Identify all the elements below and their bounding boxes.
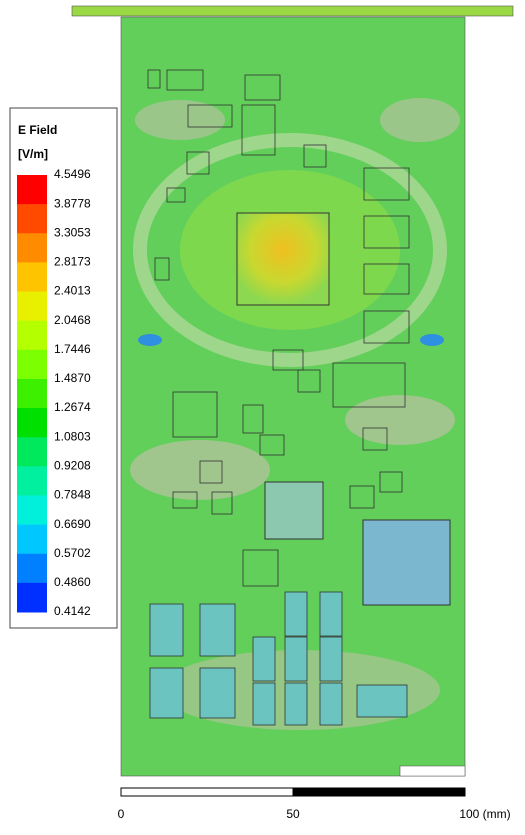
legend-label: 0.9208 [54, 459, 91, 473]
legend-swatch [17, 233, 47, 263]
legend-label: 1.2674 [54, 400, 91, 414]
legend-label: 2.4013 [54, 284, 91, 298]
legend-swatch [17, 466, 47, 496]
legend-swatch [17, 292, 47, 322]
legend-swatch [17, 437, 47, 467]
legend-swatch [17, 262, 47, 292]
legend-label: 0.6690 [54, 517, 91, 531]
legend-swatch [17, 350, 47, 380]
legend: E Field [V/m] 4.5496 3.8778 3.3053 2.8173 2.… [10, 108, 117, 628]
legend-label: 0.4142 [54, 604, 91, 618]
legend-title: E Field [18, 123, 57, 137]
legend-unit: [V/m] [18, 147, 48, 161]
scale-segment [293, 788, 465, 796]
legend-label: 2.8173 [54, 255, 91, 269]
legend-swatch [17, 204, 47, 234]
legend-label: 1.4870 [54, 371, 91, 385]
legend-swatch [17, 321, 47, 351]
legend-label: 3.3053 [54, 225, 91, 239]
board [72, 6, 513, 776]
legend-label: 3.8778 [54, 196, 91, 210]
legend-swatch [17, 379, 47, 409]
legend-label: 2.0468 [54, 313, 91, 327]
legend-label: 0.4860 [54, 575, 91, 589]
legend-label: 1.7446 [54, 342, 91, 356]
legend-label: 1.0803 [54, 429, 91, 443]
scale-label: 0 [118, 807, 125, 821]
scale-label: 50 [286, 807, 300, 821]
field-plot: E Field [V/m] 4.5496 3.8778 3.3053 2.8173 2.… [0, 0, 525, 830]
legend-swatch [17, 175, 47, 205]
legend-label: 4.5496 [54, 167, 91, 181]
legend-swatch [17, 554, 47, 584]
scale-segment [121, 788, 293, 796]
legend-swatch [17, 495, 47, 525]
legend-swatch [17, 525, 47, 555]
legend-swatch [17, 583, 47, 613]
scale-label: 100 (mm) [459, 807, 510, 821]
legend-label: 0.5702 [54, 546, 91, 560]
legend-swatch [17, 408, 47, 438]
legend-label: 0.7848 [54, 488, 91, 502]
page: E Field [V/m] 4.5496 3.8778 3.3053 2.8173 2.… [0, 0, 525, 830]
scale-bar: 0 50 100 (mm) [118, 788, 511, 821]
